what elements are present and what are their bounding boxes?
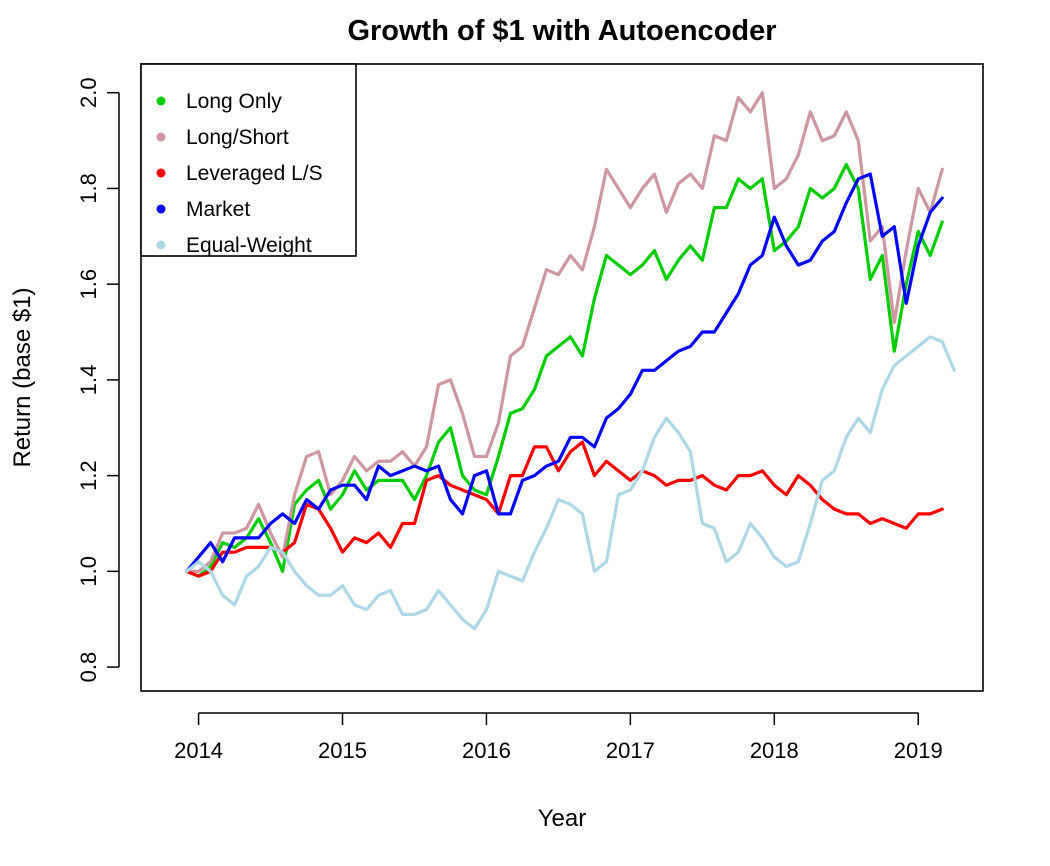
x-tick-label: 2014 (174, 738, 223, 763)
legend-item: Market (156, 198, 250, 221)
series-long-only (185, 162, 944, 578)
series-equal-weight (185, 335, 956, 631)
legend-label: Long/Short (186, 126, 289, 149)
y-tick-label: 2.0 (76, 77, 101, 108)
legend-marker (156, 132, 166, 142)
legend-label: Leveraged L/S (186, 162, 323, 185)
legend-item: Equal-Weight (156, 234, 312, 257)
y-axis: 0.8 1.0 1.2 1.4 1.6 1.8 2.0 (76, 77, 120, 683)
legend-marker (156, 168, 166, 178)
series-market (185, 172, 944, 573)
legend-marker (156, 240, 166, 250)
series-long-short (185, 91, 944, 573)
series-line (185, 172, 944, 573)
x-tick-label: 2019 (894, 738, 943, 763)
x-tick-label: 2015 (318, 738, 367, 763)
legend-marker (156, 96, 166, 106)
y-axis-title: Return (base $1) (9, 287, 36, 467)
series-line (185, 162, 944, 578)
legend-item: Long/Short (156, 126, 289, 149)
plot-frame (140, 63, 984, 692)
x-axis-title: Year (538, 805, 587, 832)
x-tick-label: 2017 (606, 738, 655, 763)
y-tick-label: 1.6 (76, 269, 101, 300)
y-tick-label: 0.8 (76, 652, 101, 683)
x-tick-label: 2018 (750, 738, 799, 763)
x-axis: 2014 2015 2016 2017 2018 2019 (174, 712, 943, 763)
x-tick-label: 2016 (462, 738, 511, 763)
y-tick-label: 1.2 (76, 460, 101, 491)
series-leveraged-l-s (185, 440, 944, 578)
y-tick-label: 1.8 (76, 173, 101, 204)
legend-item: Leveraged L/S (156, 162, 323, 185)
legend: Long Only Long/Short Leveraged L/S Market Eq… (140, 63, 357, 257)
y-tick-label: 1.0 (76, 556, 101, 587)
legend-item: Long Only (156, 90, 282, 113)
legend-label: Long Only (186, 90, 282, 113)
legend-label: Equal-Weight (186, 234, 312, 257)
chart-title: Growth of $1 with Autoencoder (347, 15, 776, 47)
series-line (185, 335, 956, 631)
series-layer (185, 91, 956, 631)
legend-box (140, 63, 357, 257)
y-tick-label: 1.4 (76, 365, 101, 396)
series-line (185, 91, 944, 573)
legend-label: Market (186, 198, 250, 221)
series-line (185, 440, 944, 578)
legend-marker (156, 204, 166, 214)
